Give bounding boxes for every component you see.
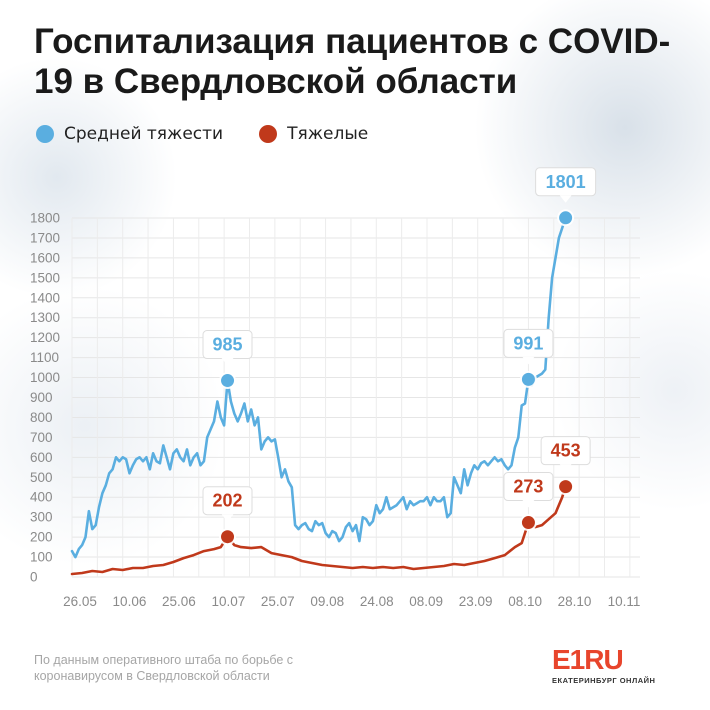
series-line-0 xyxy=(70,216,567,559)
y-tick-label: 1400 xyxy=(30,290,60,305)
data-label: 202 xyxy=(213,491,243,511)
x-tick-label: 24.08 xyxy=(360,594,394,609)
y-tick-label: 1600 xyxy=(30,250,60,265)
legend-label-moderate: Средней тяжести xyxy=(64,124,224,144)
x-tick-label: 28.10 xyxy=(558,594,592,609)
data-label: 991 xyxy=(513,333,543,353)
legend-item-moderate: Средней тяжести xyxy=(36,124,223,144)
data-marker xyxy=(559,211,573,225)
y-tick-label: 1700 xyxy=(30,230,60,245)
logo-subtitle: ЕКАТЕРИНБУРГ ОНЛАЙН xyxy=(552,676,656,685)
e1-logo: E1RU ЕКАТЕРИНБУРГ ОНЛАЙН xyxy=(552,646,682,686)
y-tick-label: 1500 xyxy=(30,270,60,285)
y-tick-label: 200 xyxy=(30,530,53,545)
y-tick-label: 1300 xyxy=(30,310,60,325)
data-marker xyxy=(221,374,235,388)
y-tick-label: 100 xyxy=(30,550,53,565)
callout-pointer xyxy=(522,356,535,365)
data-marker xyxy=(221,530,235,544)
series-line-1 xyxy=(70,485,567,576)
legend-dot-moderate xyxy=(36,125,54,143)
y-tick-label: 500 xyxy=(30,470,53,485)
y-tick-label: 1200 xyxy=(30,330,60,345)
x-tick-label: 10.11 xyxy=(608,594,641,609)
y-tick-label: 800 xyxy=(30,410,53,425)
legend-label-severe: Тяжелые xyxy=(287,124,369,144)
x-tick-label: 08.09 xyxy=(409,594,443,609)
x-tick-label: 10.06 xyxy=(113,594,147,609)
data-label: 453 xyxy=(551,441,581,461)
x-tick-label: 10.07 xyxy=(211,594,245,609)
x-tick-label: 26.05 xyxy=(63,594,97,609)
y-tick-label: 600 xyxy=(30,450,53,465)
callout-pointer xyxy=(559,195,572,203)
logo-ru: RU xyxy=(584,644,623,675)
data-marker xyxy=(521,372,535,386)
callout-pointer xyxy=(221,358,234,366)
legend-item-severe: Тяжелые xyxy=(259,124,368,144)
source-note: По данным оперативного штаба по борьбе с… xyxy=(34,653,294,683)
data-marker xyxy=(559,480,573,494)
x-tick-label: 09.08 xyxy=(310,594,344,609)
data-label: 985 xyxy=(213,335,243,355)
data-marker xyxy=(521,516,535,530)
y-tick-label: 900 xyxy=(30,390,53,405)
y-tick-label: 700 xyxy=(30,430,53,445)
y-tick-label: 1100 xyxy=(30,350,59,365)
y-tick-label: 0 xyxy=(30,570,38,585)
callout-pointer xyxy=(522,500,535,508)
y-tick-label: 1000 xyxy=(30,370,60,385)
y-tick-label: 1800 xyxy=(30,211,60,226)
legend: Средней тяжести Тяжелые xyxy=(36,124,404,144)
x-tick-label: 23.09 xyxy=(459,594,493,609)
data-label: 1801 xyxy=(546,172,586,192)
data-label: 273 xyxy=(513,477,543,497)
chart-title: Госпитализация пациентов с COVID-19 в Св… xyxy=(34,22,671,101)
y-tick-label: 400 xyxy=(30,490,53,505)
legend-dot-severe xyxy=(259,125,278,143)
x-tick-label: 25.06 xyxy=(162,594,196,609)
callout-pointer xyxy=(559,464,572,472)
logo-mark: E1RU xyxy=(552,646,682,674)
x-tick-label: 08.10 xyxy=(508,594,542,609)
y-tick-label: 300 xyxy=(30,510,53,525)
callout-pointer xyxy=(221,514,234,522)
logo-e1: E1 xyxy=(552,644,585,675)
x-tick-label: 25.07 xyxy=(261,594,295,609)
